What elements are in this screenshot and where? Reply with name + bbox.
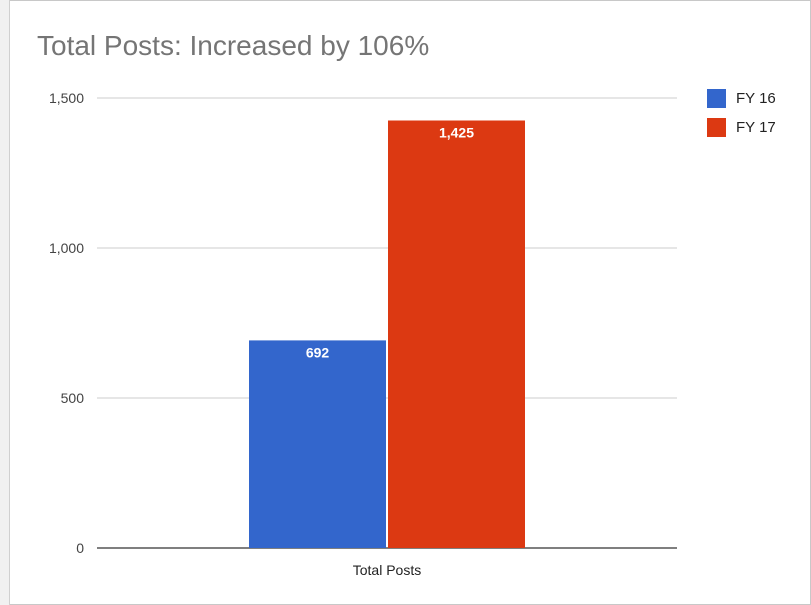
legend-swatch bbox=[707, 117, 726, 137]
bar-fy-16[interactable] bbox=[249, 340, 386, 548]
window-edge bbox=[0, 0, 10, 605]
chart-legend: FY 16 FY 17 bbox=[707, 88, 776, 146]
x-category-label: Total Posts bbox=[353, 562, 421, 578]
y-tick-label: 0 bbox=[76, 540, 84, 556]
legend-item[interactable]: FY 16 bbox=[707, 88, 776, 108]
legend-item[interactable]: FY 17 bbox=[707, 117, 776, 137]
bar-value-label: 1,425 bbox=[439, 125, 474, 141]
bar-value-label: 692 bbox=[306, 344, 330, 360]
chart-title: Total Posts: Increased by 106% bbox=[37, 30, 430, 61]
legend-label: FY 16 bbox=[736, 89, 776, 107]
y-tick-label: 500 bbox=[61, 390, 85, 406]
bar-fy-17[interactable] bbox=[388, 120, 525, 549]
legend-swatch bbox=[707, 88, 726, 108]
y-tick-label: 1,000 bbox=[49, 240, 84, 256]
legend-label: FY 17 bbox=[736, 118, 776, 136]
y-tick-label: 1,500 bbox=[49, 90, 84, 106]
